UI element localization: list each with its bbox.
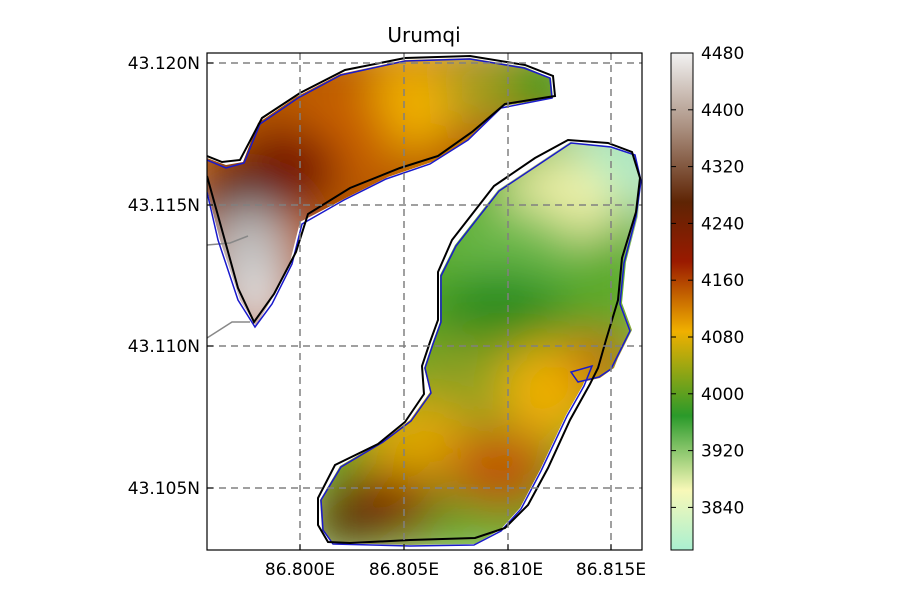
grid	[207, 53, 642, 550]
colorbar-tick-label: 3840	[701, 498, 744, 518]
y-tick-label: 43.105N	[128, 479, 200, 499]
colorbar-tick-label: 4320	[701, 158, 744, 178]
y-tick-label: 43.120N	[128, 54, 200, 74]
axes-frame	[206, 52, 643, 551]
colorbar-tick-label: 3920	[701, 442, 744, 462]
x-tick-label: 86.805E	[369, 560, 439, 580]
colorbar-gradient	[670, 52, 694, 551]
colorbar-ticks: 4480 4400 4320 4240 4160 4080 4000 3920 3840	[671, 44, 744, 518]
y-tick-label: 43.110N	[128, 337, 200, 357]
glacier-west-outline	[207, 54, 557, 324]
glacier-east-outline-old	[320, 142, 642, 547]
plot-area	[207, 53, 642, 550]
glacier-east-outline	[317, 138, 642, 545]
colorbar-tick-label: 4000	[701, 385, 744, 405]
colorbar: 4480 4400 4320 4240 4160 4080 4000 3920 3840	[670, 44, 744, 551]
colorbar-tick-label: 4400	[701, 101, 744, 121]
x-tick-label: 86.815E	[576, 560, 646, 580]
colorbar-tick-label: 4480	[701, 44, 744, 64]
colorbar-tick-label: 4160	[701, 271, 744, 291]
colorbar-tick-label: 4080	[701, 328, 744, 348]
neighbor-outline-lower	[207, 321, 250, 339]
y-tick-label: 43.115N	[128, 196, 200, 216]
x-tick-label: 86.810E	[473, 560, 543, 580]
chart-title: Urumqi	[387, 23, 460, 47]
neighbor-outline-upper	[207, 235, 249, 246]
x-tick-label: 86.800E	[265, 560, 335, 580]
colorbar-tick-label: 4240	[701, 214, 744, 234]
axis-ticks	[207, 62, 612, 550]
